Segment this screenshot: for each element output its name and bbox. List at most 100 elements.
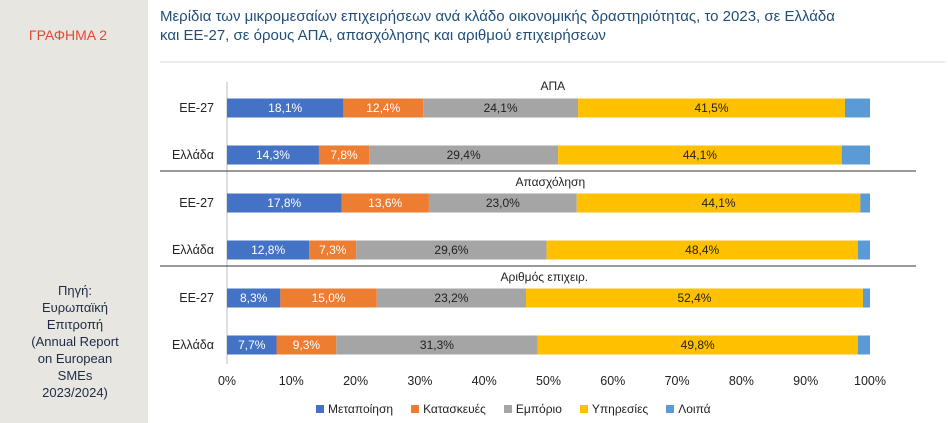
figure-label: ΓΡΑΦΗΜΑ 2 bbox=[28, 27, 108, 43]
bar-segment bbox=[227, 288, 281, 308]
bar-segment bbox=[227, 98, 344, 118]
legend-label: Υπηρεσίες bbox=[591, 402, 649, 416]
row-category-label: Ελλάδα bbox=[172, 148, 214, 162]
sidebar-panel: ΓΡΑΦΗΜΑ 2 Πηγή: Ευρωπαϊκή Επιτροπή (Annu… bbox=[0, 0, 148, 423]
legend-label: Μεταποίηση bbox=[328, 402, 394, 416]
chart-title: Μερίδια των μικρομεσαίων επιχειρήσεων αν… bbox=[160, 7, 945, 45]
bar-segment bbox=[857, 335, 870, 355]
bar-segment bbox=[343, 98, 424, 118]
chart-title-line: και ΕΕ-27, σε όρους ΑΠΑ, απασχόλησης και… bbox=[160, 27, 606, 44]
legend-swatch bbox=[579, 405, 588, 413]
source-line: 2023/2024) bbox=[42, 385, 108, 400]
source-line: on European bbox=[37, 351, 113, 366]
bar-segment bbox=[857, 240, 870, 260]
bar-segment bbox=[369, 145, 559, 165]
row-category-label: Ελλάδα bbox=[172, 243, 214, 257]
group-label: ΑΠΑ bbox=[541, 79, 566, 93]
x-tick-label: 0% bbox=[218, 374, 236, 388]
bar-segment bbox=[537, 335, 858, 355]
data-label: 23,2% bbox=[434, 291, 468, 305]
bar-segment bbox=[227, 145, 319, 165]
data-label: 49,8% bbox=[681, 338, 715, 352]
legend-swatch bbox=[316, 405, 324, 413]
legend-swatch bbox=[666, 405, 675, 413]
data-label: 12,4% bbox=[366, 101, 400, 115]
bar-segment bbox=[336, 335, 538, 355]
data-label: 7,7% bbox=[238, 338, 266, 352]
legend-item: Υπηρεσίες bbox=[579, 401, 649, 417]
source-line: Επιτροπή bbox=[46, 317, 104, 332]
data-label: 8,3% bbox=[240, 291, 268, 305]
bar-segment bbox=[860, 193, 870, 213]
source-line: Ευρωπαϊκή bbox=[41, 300, 109, 315]
bar-segment bbox=[525, 288, 863, 308]
data-label: 29,4% bbox=[447, 148, 481, 162]
x-tick-label: 40% bbox=[472, 374, 497, 388]
source-note: Πηγή: Ευρωπαϊκή Επιτροπή (Annual Report … bbox=[20, 282, 130, 401]
legend-label: Λοιπά bbox=[678, 402, 711, 416]
legend-swatch bbox=[503, 405, 512, 413]
data-label: 48,4% bbox=[685, 243, 719, 257]
x-tick-label: 80% bbox=[729, 374, 754, 388]
data-label: 29,6% bbox=[434, 243, 468, 257]
bar-segment bbox=[546, 240, 858, 260]
bar-segment bbox=[280, 288, 377, 308]
bar-segment bbox=[558, 145, 842, 165]
bar-segment bbox=[318, 145, 370, 165]
data-label: 24,1% bbox=[484, 101, 518, 115]
legend-item: Λοιπά bbox=[666, 401, 711, 417]
x-tick-label: 30% bbox=[407, 374, 432, 388]
legend-item: Μεταποίηση bbox=[316, 401, 393, 417]
data-label: 44,1% bbox=[683, 148, 717, 162]
data-label: 18,1% bbox=[268, 101, 302, 115]
chart-legend: Μεταποίηση Κατασκευές Εμπόριο Υπηρεσίες Λοιπ… bbox=[316, 401, 729, 417]
legend-item: Εμπόριο bbox=[503, 401, 562, 417]
data-label: 14,3% bbox=[256, 148, 290, 162]
data-label: 13,6% bbox=[368, 196, 402, 210]
source-line: Πηγή: bbox=[58, 283, 92, 298]
bar-segment bbox=[227, 335, 277, 355]
data-label: 31,3% bbox=[420, 338, 454, 352]
group-label: Απασχόληση bbox=[516, 175, 586, 189]
bar-segment bbox=[428, 193, 577, 213]
group-label: Αριθμός επιχειρ. bbox=[501, 270, 589, 284]
source-line: SMEs bbox=[57, 368, 93, 383]
bar-segment bbox=[844, 98, 870, 118]
x-tick-label: 100% bbox=[854, 374, 886, 388]
data-label: 44,1% bbox=[702, 196, 736, 210]
bar-segment bbox=[227, 193, 342, 213]
bar-segment bbox=[227, 240, 310, 260]
bar-segment bbox=[841, 145, 870, 165]
row-category-label: Ελλάδα bbox=[172, 338, 214, 352]
legend-label: Κατασκευές bbox=[423, 402, 486, 416]
bar-segment bbox=[309, 240, 357, 260]
bar-segment bbox=[356, 240, 547, 260]
source-line: (Annual Report bbox=[31, 334, 119, 349]
data-label: 9,3% bbox=[293, 338, 321, 352]
bar-segment bbox=[423, 98, 579, 118]
data-label: 12,8% bbox=[251, 243, 285, 257]
bar-segment bbox=[578, 98, 845, 118]
bar-segment bbox=[576, 193, 861, 213]
legend-label: Εμπόριο bbox=[515, 402, 562, 416]
bar-segment bbox=[376, 288, 526, 308]
data-label: 17,8% bbox=[267, 196, 301, 210]
data-label: 7,3% bbox=[319, 243, 347, 257]
x-tick-label: 50% bbox=[536, 374, 561, 388]
x-tick-label: 20% bbox=[343, 374, 368, 388]
bar-segment bbox=[862, 288, 870, 308]
data-label: 15,0% bbox=[312, 291, 346, 305]
bar-segment bbox=[341, 193, 429, 213]
data-label: 23,0% bbox=[486, 196, 520, 210]
row-category-label: ΕΕ-27 bbox=[179, 291, 214, 305]
data-label: 41,5% bbox=[694, 101, 728, 115]
x-tick-label: 70% bbox=[665, 374, 690, 388]
row-category-label: ΕΕ-27 bbox=[179, 101, 214, 115]
x-tick-label: 90% bbox=[793, 374, 818, 388]
chart-title-line: Μερίδια των μικρομεσαίων επιχειρήσεων αν… bbox=[160, 8, 835, 25]
x-tick-label: 10% bbox=[279, 374, 304, 388]
data-label: 7,8% bbox=[330, 148, 358, 162]
bar-segment bbox=[276, 335, 337, 355]
data-label: 52,4% bbox=[677, 291, 711, 305]
